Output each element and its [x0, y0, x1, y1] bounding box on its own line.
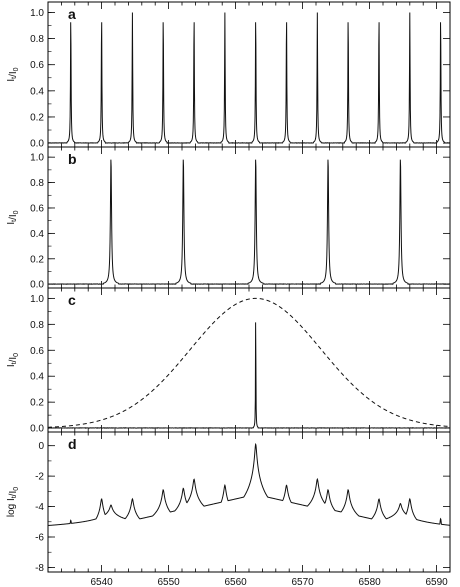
y-tick-label: 1.0 — [30, 294, 44, 305]
y-tick-label: 1.0 — [30, 8, 44, 19]
y-tick-label: 0.2 — [30, 254, 44, 265]
y-tick-label: 0 — [38, 441, 44, 452]
series-line — [48, 444, 450, 525]
x-tick-label: 6590 — [425, 577, 448, 587]
y-tick-label: 0.0 — [30, 139, 44, 150]
panel-c: 0.0 0.2 0.4 0.6 0.8 1.0 c It/I0 — [6, 288, 450, 435]
y-tick-label: 1.0 — [30, 153, 44, 164]
y-tick-label: 0.8 — [30, 34, 44, 45]
y-tick-label: -8 — [35, 563, 44, 574]
plot-frame — [48, 147, 450, 288]
panel-d: -8 -6 -4 -2 0 d log It/I0 6540 6550 6560 6570 6580 6… — [6, 432, 450, 587]
y-tick-label: 0.0 — [30, 424, 44, 435]
panel-a: 0.0 0.2 0.4 0.6 0.8 1.0 a It/I0 — [6, 2, 450, 150]
y-axis-label: log It/I0 — [6, 487, 20, 517]
y-axis-label: It/I0 — [6, 353, 20, 367]
series-envelope-dashed — [48, 298, 450, 427]
y-tick-label: 0.2 — [30, 112, 44, 123]
x-tick-label: 6580 — [358, 577, 381, 587]
x-tick-label: 6550 — [157, 577, 180, 587]
plot-frame — [48, 288, 450, 432]
y-tick-label: 0.4 — [30, 86, 44, 97]
y-tick-label: 0.8 — [30, 178, 44, 189]
series-line — [48, 160, 450, 285]
x-tick-label: 6540 — [90, 577, 113, 587]
panel-letter: d — [68, 436, 77, 452]
panel-letter: b — [68, 151, 77, 167]
y-tick-label: 0.8 — [30, 320, 44, 331]
y-tick-label: 0.4 — [30, 229, 44, 240]
y-axis-label: It/I0 — [6, 210, 20, 224]
y-axis-label: It/I0 — [6, 67, 20, 81]
y-tick-label: 0.6 — [30, 203, 44, 214]
x-tick-label: 6570 — [291, 577, 314, 587]
y-tick-label: -6 — [35, 533, 44, 544]
y-tick-label: 0.6 — [30, 346, 44, 357]
series-line — [48, 12, 450, 143]
y-tick-label: -4 — [35, 502, 44, 513]
y-tick-label: 0.2 — [30, 398, 44, 409]
x-tick-label: 6560 — [224, 577, 247, 587]
panel-letter: a — [68, 6, 76, 22]
panel-letter: c — [68, 292, 76, 308]
panel-b: 0.0 0.2 0.4 0.6 0.8 1.0 b It/I0 — [6, 147, 450, 291]
y-tick-label: 0.0 — [30, 280, 44, 291]
plot-frame — [48, 432, 450, 572]
plot-frame — [48, 2, 450, 147]
y-tick-label: 0.4 — [30, 372, 44, 383]
y-tick-label: 0.6 — [30, 60, 44, 71]
y-tick-label: -2 — [35, 472, 44, 483]
